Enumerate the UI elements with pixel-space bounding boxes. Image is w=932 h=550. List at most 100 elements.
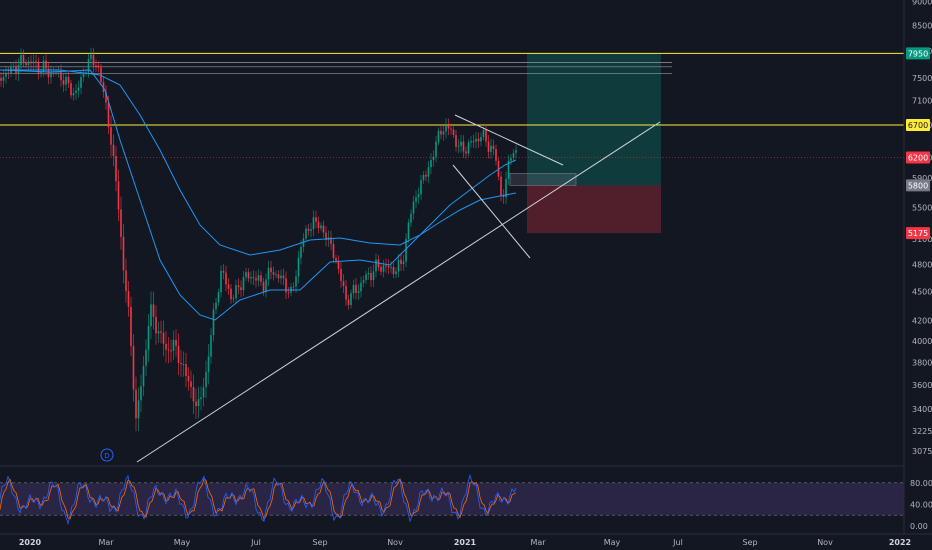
candle-body xyxy=(435,141,437,157)
candle-body xyxy=(200,397,202,400)
candle-body xyxy=(30,61,32,64)
candle-body xyxy=(337,260,340,269)
candle-body xyxy=(137,400,140,419)
candle-body xyxy=(120,209,122,237)
candle-body xyxy=(300,246,302,258)
candle-body xyxy=(320,225,322,229)
candle-body xyxy=(352,284,355,294)
candle-body xyxy=(512,152,515,159)
candle-body xyxy=(87,59,90,73)
position-target-zone xyxy=(527,53,661,186)
candle-body xyxy=(162,332,165,344)
candle-body xyxy=(390,267,392,269)
candle-body xyxy=(117,181,120,210)
candle-body xyxy=(205,371,207,388)
price-tag-label: 6700 xyxy=(908,121,928,130)
candle-body xyxy=(270,267,272,273)
candle-body xyxy=(110,127,112,145)
candle-body xyxy=(25,62,27,66)
candle-body xyxy=(252,277,255,279)
candle-body xyxy=(235,285,237,299)
candle-body xyxy=(32,61,35,64)
candle-body xyxy=(422,174,425,181)
price-tags: 7950 6700 6200 5800 5175 xyxy=(906,47,930,240)
price-tick-label: 5900 xyxy=(912,174,932,183)
candle-body xyxy=(345,286,347,300)
candle-body xyxy=(287,292,290,294)
candle-body xyxy=(330,237,332,244)
candle-body xyxy=(262,281,265,292)
candle-body xyxy=(215,302,217,310)
price-tick-label: 3800 xyxy=(912,358,932,367)
candle-body xyxy=(105,91,107,103)
candle-body xyxy=(250,277,252,279)
candle-body xyxy=(495,149,497,161)
candle-body xyxy=(367,273,370,275)
candle-body xyxy=(60,71,62,81)
candle-body xyxy=(260,275,262,282)
long-position-tool[interactable] xyxy=(509,53,661,234)
trendlines[interactable] xyxy=(136,114,661,463)
candle-body xyxy=(460,141,462,146)
candle-body xyxy=(265,279,267,292)
candle-body xyxy=(357,291,360,293)
candle-body xyxy=(280,275,282,279)
price-tag-box xyxy=(906,227,930,240)
candle-body xyxy=(107,102,110,128)
candle-body xyxy=(90,54,92,60)
price-tick-label: 5100 xyxy=(912,235,932,244)
candle-body xyxy=(405,239,407,262)
candle-body xyxy=(465,151,467,154)
candle-body xyxy=(317,221,320,229)
candle-body xyxy=(365,274,367,281)
candle-body xyxy=(135,389,137,419)
candle-body xyxy=(510,158,512,161)
candle-body xyxy=(297,257,300,277)
price-tick-label: 8500 xyxy=(912,21,932,30)
candle-body xyxy=(452,129,455,135)
candle-body xyxy=(447,125,450,129)
candle-body xyxy=(467,142,470,154)
moving-averages xyxy=(0,69,517,321)
candle-body xyxy=(50,71,52,78)
candle-body xyxy=(75,90,77,93)
candle-body xyxy=(312,217,315,230)
candle-body xyxy=(480,137,482,142)
candle-body xyxy=(225,272,227,285)
candle-body xyxy=(267,267,270,280)
price-tick-label: 4800 xyxy=(912,261,932,270)
event-marker[interactable]: D xyxy=(100,448,114,462)
candle-body xyxy=(197,399,200,406)
candle-body xyxy=(222,270,225,273)
time-tick-label: 2022 xyxy=(889,538,911,547)
candle-body xyxy=(375,259,377,272)
candle-body xyxy=(487,141,490,152)
time-axis[interactable]: 2020 Mar May Jul Sep Nov 2021 Mar May Jul Sep Nov 20… xyxy=(19,538,911,547)
candle-body xyxy=(72,93,75,96)
candle-body xyxy=(425,174,427,177)
candle-body xyxy=(502,195,505,198)
event-marker-label: D xyxy=(104,452,109,460)
oscillator-tick-label: 40.00 xyxy=(910,500,932,509)
candle-body xyxy=(437,130,440,142)
candle-body xyxy=(335,258,337,261)
candle-body xyxy=(80,77,82,88)
candle-body xyxy=(400,259,402,264)
time-tick-label: May xyxy=(174,538,191,547)
price-tick-label: 4200 xyxy=(912,317,932,326)
time-tick-label: Sep xyxy=(742,538,757,547)
horizontal-levels[interactable] xyxy=(0,52,904,158)
price-tick-label: 5500 xyxy=(912,204,932,213)
candle-body xyxy=(2,76,5,81)
candle-body xyxy=(490,145,492,152)
candle-body xyxy=(180,363,182,365)
candle-body xyxy=(132,346,135,390)
candle-body xyxy=(37,62,40,75)
candle-body xyxy=(332,244,335,259)
candle-body xyxy=(35,61,37,63)
candle-body xyxy=(212,309,215,336)
candle-body xyxy=(310,229,312,231)
candle-body xyxy=(192,387,195,402)
candle-body xyxy=(187,376,190,382)
